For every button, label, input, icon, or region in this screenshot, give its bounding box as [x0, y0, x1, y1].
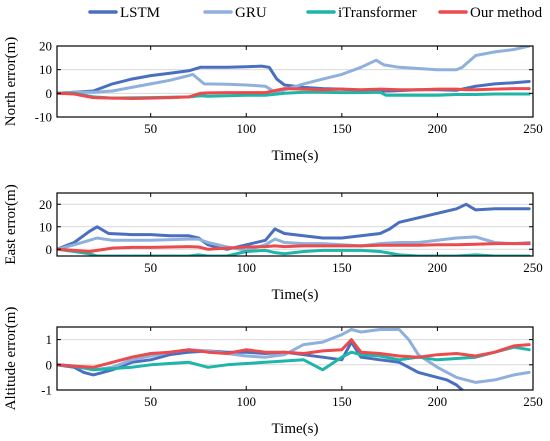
- series-line-our-method: [57, 87, 531, 100]
- panel-1: 50 100 150 200 250 -10 0 10 20 Time(s) North error…: [3, 37, 543, 164]
- y-tick-label: -10: [35, 110, 52, 125]
- y-tick-label: 20: [39, 39, 52, 54]
- series-line-lstm: [57, 202, 531, 251]
- y-tick-label: 0: [46, 242, 53, 257]
- y-tick-label: 10: [39, 219, 52, 234]
- x-tick-label: 50: [144, 121, 157, 136]
- y-tick-label: -1: [41, 383, 52, 398]
- x-tick-label: 150: [332, 394, 352, 409]
- legend-item-gru: GRU: [203, 5, 267, 21]
- y-axis-label: Altitude error(m): [3, 307, 19, 411]
- series-line-our-method: [57, 242, 531, 253]
- y-tick-label: 0: [46, 357, 53, 372]
- series-line-our-method: [57, 338, 531, 369]
- x-tick-label: 250: [523, 394, 543, 409]
- plot-frame: [56, 192, 534, 257]
- legend: LSTM GRU iTransformer Our method: [88, 5, 543, 21]
- x-tick-label: 200: [428, 121, 448, 136]
- plot-frame: [56, 326, 534, 391]
- y-tick-label: 20: [39, 197, 52, 212]
- y-axis-label: North error(m): [3, 37, 19, 127]
- legend-item-lstm: LSTM: [88, 5, 160, 21]
- legend-item-itransformer: iTransformer: [306, 5, 417, 21]
- x-tick-label: 150: [332, 260, 352, 275]
- panel-3: 50 100 150 200 250 -1 0 1 Time(s) Altitude error(…: [3, 307, 543, 437]
- x-tick-label: 200: [428, 260, 448, 275]
- y-tick-label: 1: [46, 332, 53, 347]
- series-group: [57, 328, 531, 390]
- series-line-itransformer: [57, 345, 531, 372]
- x-tick-label: 250: [523, 121, 543, 136]
- series-line-itransformer: [57, 247, 531, 256]
- x-axis-label: Time(s): [272, 148, 319, 164]
- legend-label: Our method: [470, 5, 543, 21]
- series-line-gru: [57, 235, 531, 252]
- x-tick-label: 150: [332, 121, 352, 136]
- legend-label: GRU: [235, 5, 267, 21]
- y-axis-label: East error(m): [3, 184, 19, 264]
- x-tick-label: 50: [144, 394, 157, 409]
- series-line-gru: [57, 328, 531, 384]
- y-tick-label: 0: [46, 86, 53, 101]
- x-tick-label: 200: [428, 394, 448, 409]
- x-axis-label: Time(s): [272, 287, 319, 303]
- legend-item-our-method: Our method: [438, 5, 543, 21]
- x-axis-label: Time(s): [272, 421, 319, 437]
- series-group: [57, 202, 531, 256]
- legend-label: LSTM: [120, 5, 160, 21]
- panel-2: 50 100 150 200 250 0 10 20 Time(s) East error(m): [3, 184, 543, 303]
- x-tick-label: 100: [237, 394, 257, 409]
- plot-frame: [56, 45, 534, 118]
- legend-label: iTransformer: [338, 5, 417, 21]
- x-tick-label: 250: [523, 260, 543, 275]
- series-line-gru: [57, 46, 531, 95]
- x-tick-label: 50: [144, 260, 157, 275]
- x-tick-label: 100: [237, 121, 257, 136]
- x-tick-label: 100: [237, 260, 257, 275]
- y-tick-label: 10: [39, 62, 52, 77]
- series-group: [57, 46, 531, 100]
